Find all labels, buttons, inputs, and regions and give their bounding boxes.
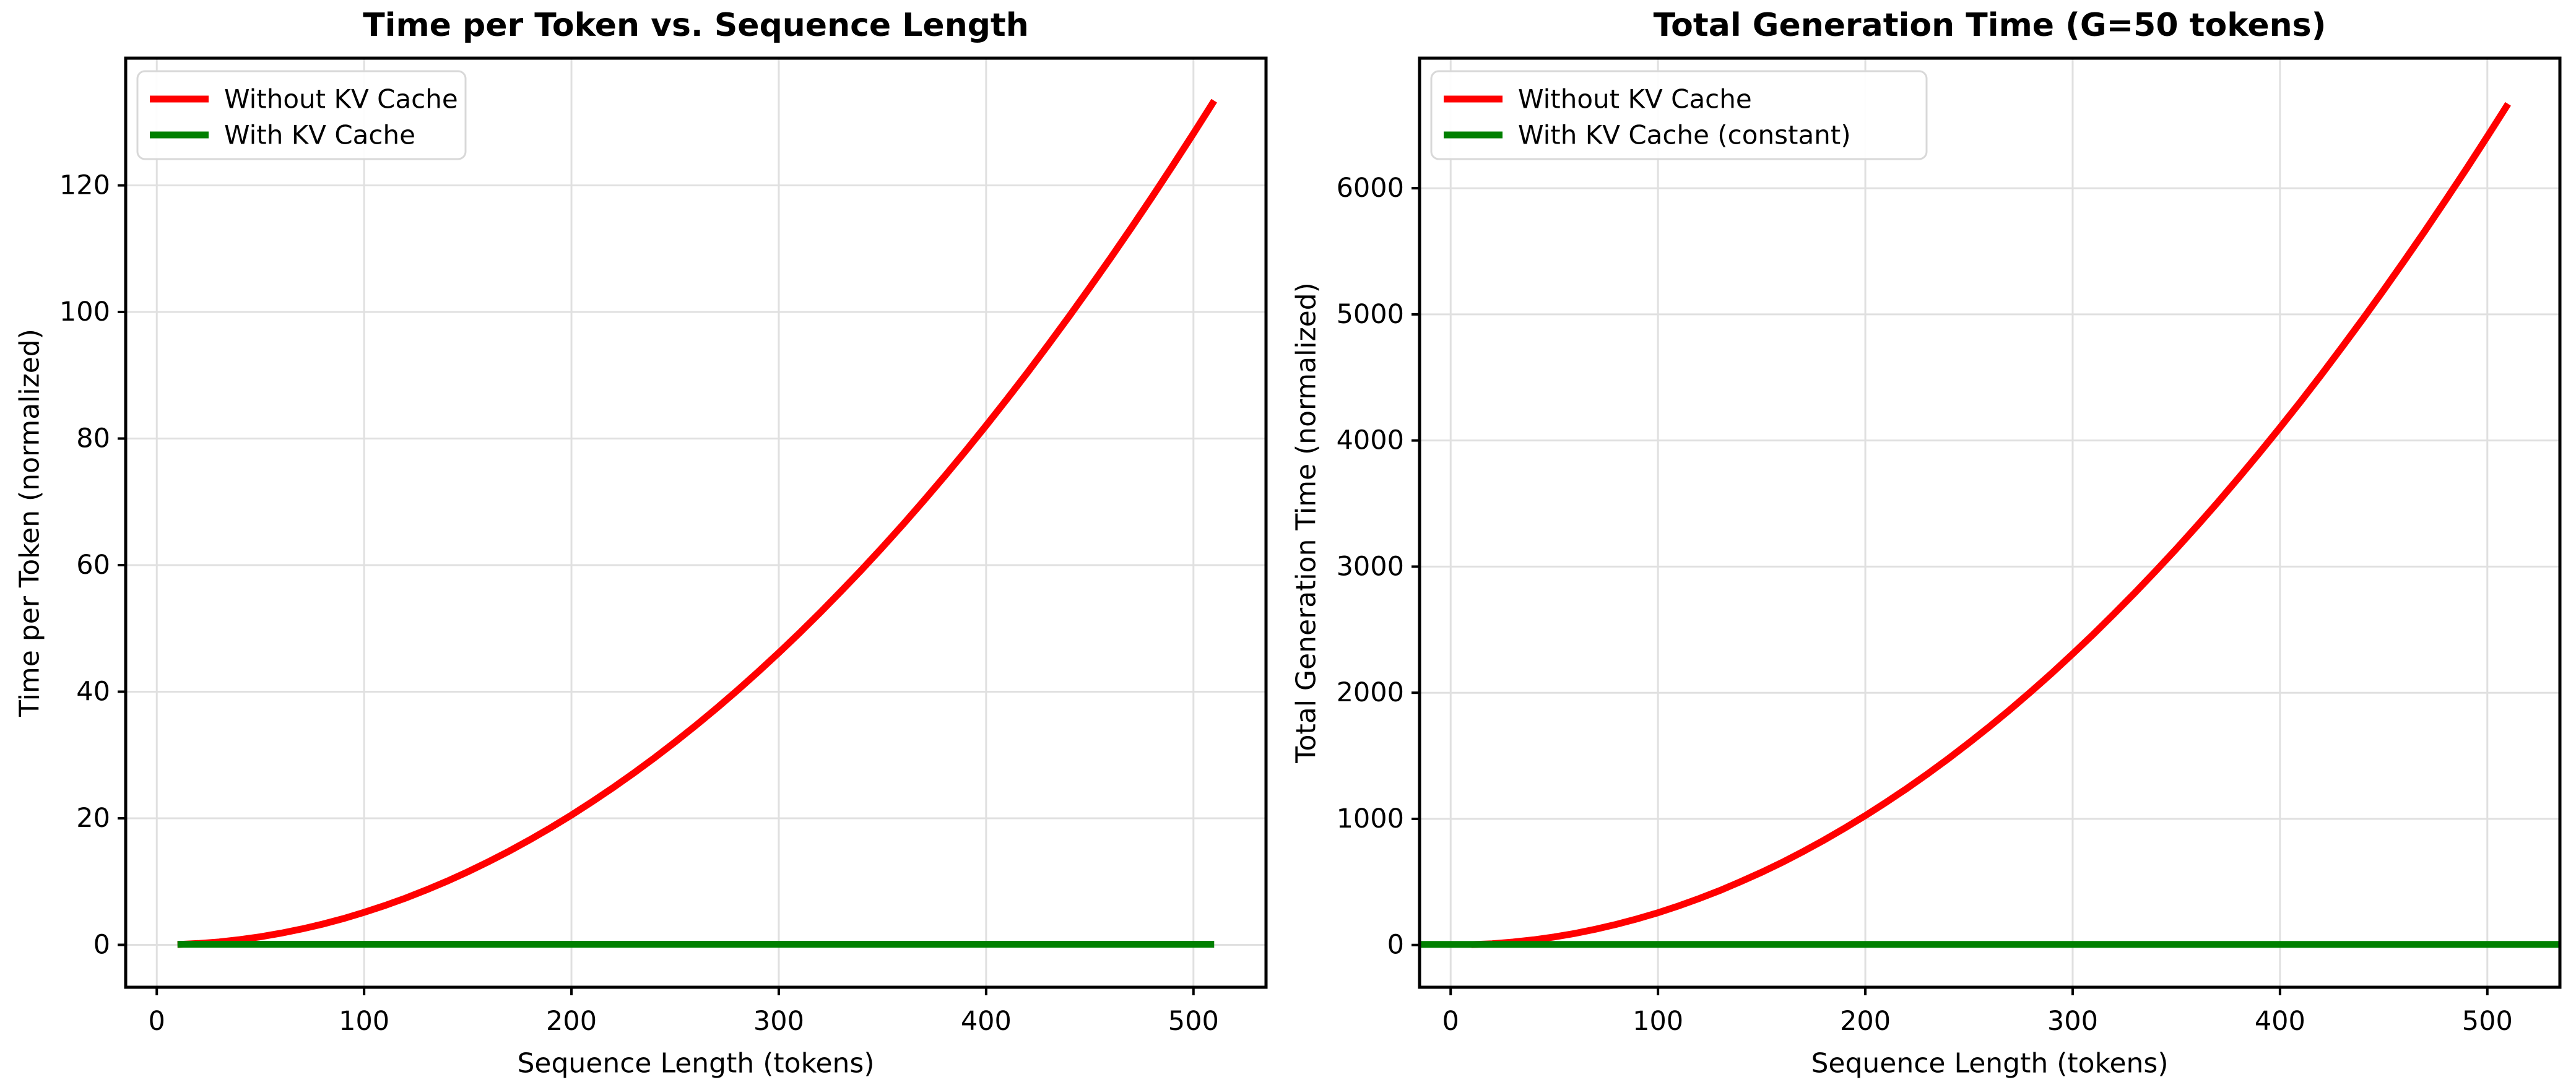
chart-0: 0 100 200 300 400 500 0 20 40 60 80 100 120 Time per … [14,7,1268,1079]
chart-title: Total Generation Time (G=50 tokens) [1654,7,2327,44]
x-tick-label: 500 [2462,1006,2513,1037]
x-tick-label: 300 [753,1006,804,1037]
y-axis-label: Time per Token (normalized) [14,329,46,717]
legend-label: Without KV Cache [1518,84,1752,115]
x-tick-label: 100 [339,1006,389,1037]
y-tick-label: 80 [76,423,110,454]
curve-without-kv-cache [177,98,1217,948]
y-tick-label: 6000 [1337,173,1404,204]
y-tick-label: 120 [59,170,110,201]
curve-without-kv-cache [1471,102,2511,948]
y-tick-label: 0 [93,929,110,960]
y-axis-label: Total Generation Time (normalized) [1291,282,1322,764]
y-tick-label: 2000 [1337,677,1404,708]
x-tick-label: 400 [2255,1006,2305,1037]
x-tick-label: 0 [1442,1006,1459,1037]
legend-box [1430,70,1928,160]
y-tick-label: 0 [1387,930,1404,961]
legend-label: Without KV Cache [224,84,458,115]
x-tick-label: 0 [149,1006,165,1037]
y-tick-label: 60 [76,550,110,581]
legend-label: With KV Cache (constant) [1518,120,1851,150]
x-tick-label: 200 [1840,1006,1891,1037]
legend-label: With KV Cache [224,120,415,150]
chart-1: 0 100 200 300 400 500010002000300040005000600… [1291,7,2562,1079]
plot-spines [124,56,1268,989]
y-tick-label: 100 [59,296,110,327]
legend-box [136,70,467,160]
plot-spines [1418,56,2562,989]
y-tick-label: 1000 [1337,803,1404,834]
y-tick-label: 20 [76,803,110,834]
x-tick-label: 500 [1168,1006,1219,1037]
x-tick-label: 400 [961,1006,1012,1037]
y-tick-label: 4000 [1337,425,1404,456]
y-tick-label: 40 [76,677,110,707]
y-tick-label: 5000 [1337,299,1404,330]
y-tick-label: 3000 [1337,551,1404,582]
x-axis-label: Sequence Length (tokens) [517,1048,874,1079]
x-tick-label: 100 [1633,1006,1683,1037]
x-axis-label: Sequence Length (tokens) [1811,1048,2168,1079]
x-tick-label: 200 [546,1006,597,1037]
x-tick-label: 300 [2047,1006,2098,1037]
chart-title: Time per Token vs. Sequence Length [363,7,1029,44]
